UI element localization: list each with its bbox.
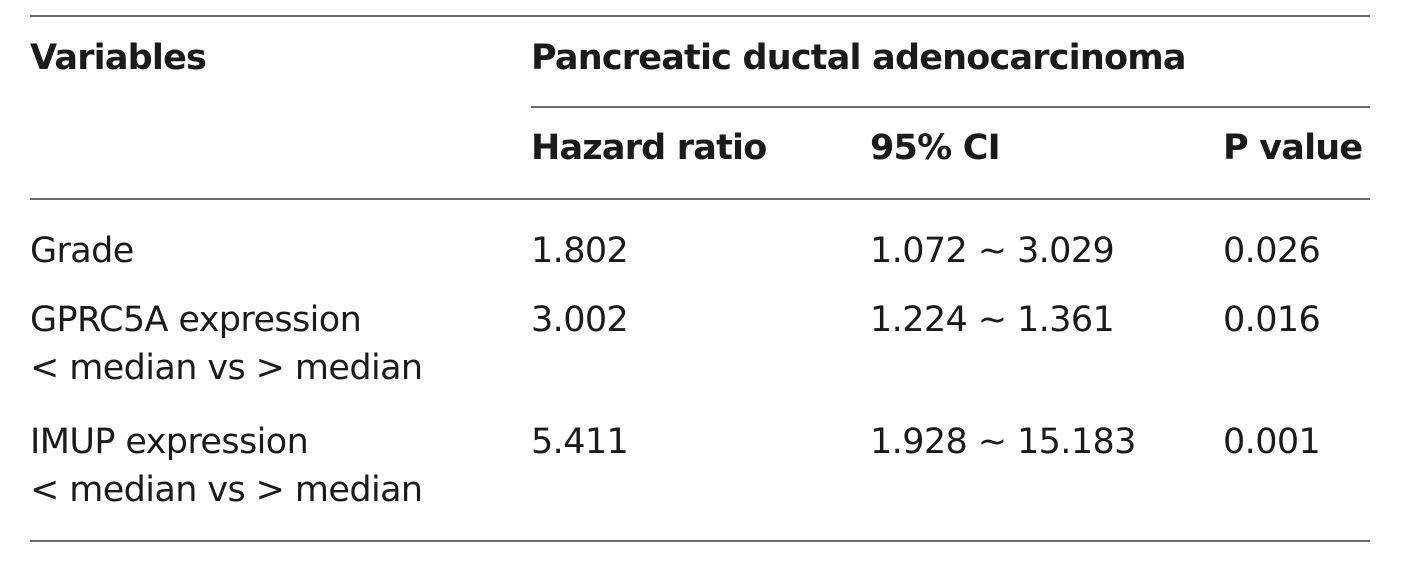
- row-gprc5a-ci: 1.224 ~ 1.361: [870, 300, 1115, 340]
- row-grade-variable: Grade: [30, 227, 134, 275]
- header-group: Pancreatic ductal adenocarcinoma: [531, 38, 1187, 78]
- header-rule: [30, 198, 1370, 200]
- row-imup-ci: 1.928 ~ 15.183: [870, 422, 1136, 462]
- row-grade-hazard-ratio: 1.802: [531, 231, 629, 271]
- row-grade-ci: 1.072 ~ 3.029: [870, 231, 1115, 271]
- top-rule: [30, 15, 1370, 17]
- variable-line2: < median vs > median: [30, 348, 423, 388]
- header-variables: Variables: [30, 38, 207, 78]
- row-gprc5a-variable: GPRC5A expression < median vs > median: [30, 296, 423, 392]
- variable-line2: < median vs > median: [30, 470, 423, 510]
- row-imup-variable: IMUP expression < median vs > median: [30, 418, 423, 514]
- header-ci: 95% CI: [870, 128, 1001, 168]
- header-p-value: P value: [1223, 128, 1363, 168]
- group-rule: [531, 106, 1370, 108]
- variable-line1: GPRC5A expression: [30, 300, 362, 340]
- row-gprc5a-p-value: 0.016: [1223, 300, 1321, 340]
- bottom-rule: [30, 540, 1370, 542]
- variable-line1: Grade: [30, 231, 134, 271]
- row-grade-p-value: 0.026: [1223, 231, 1321, 271]
- header-hazard-ratio: Hazard ratio: [531, 128, 767, 168]
- row-gprc5a-hazard-ratio: 3.002: [531, 300, 629, 340]
- variable-line1: IMUP expression: [30, 422, 309, 462]
- row-imup-p-value: 0.001: [1223, 422, 1321, 462]
- row-imup-hazard-ratio: 5.411: [531, 422, 629, 462]
